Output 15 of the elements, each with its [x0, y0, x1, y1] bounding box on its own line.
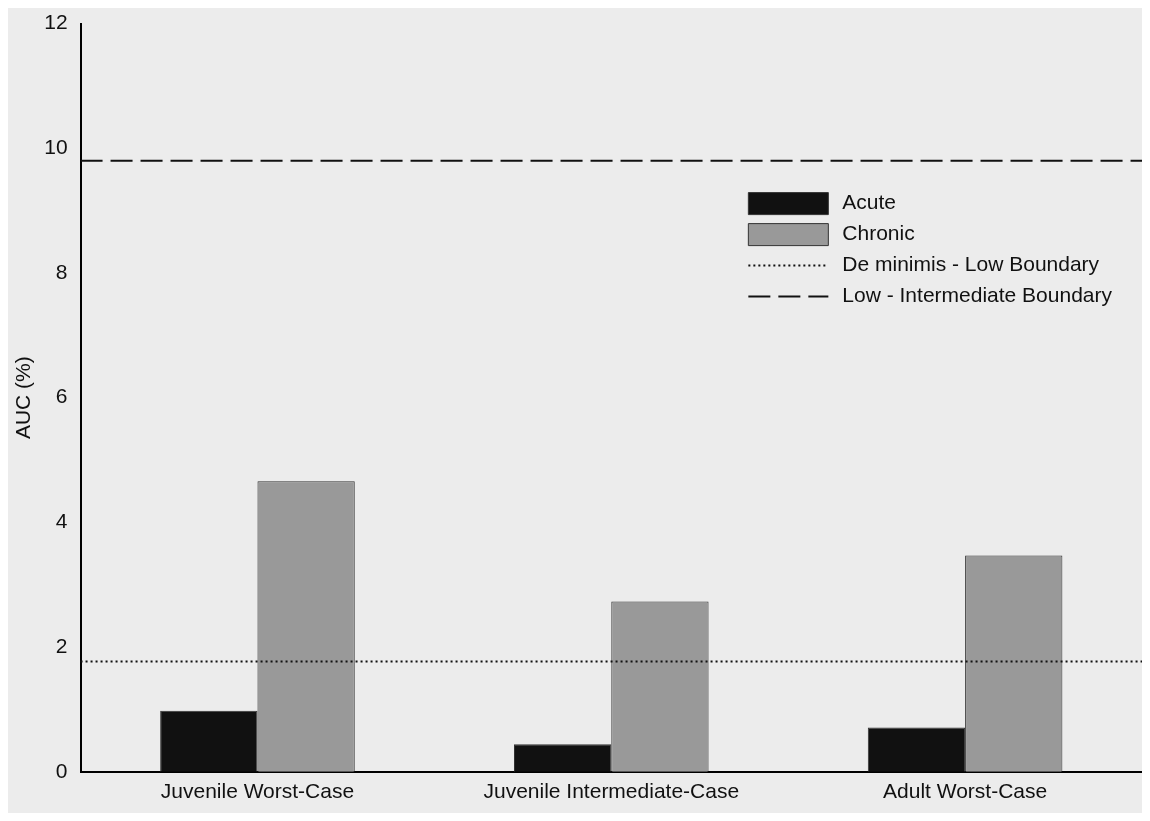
y-tick-label: 2: [55, 633, 68, 657]
x-tick-label: Juvenile Intermediate-Case: [483, 779, 740, 803]
y-tick-label: 0: [55, 758, 68, 782]
legend-label: De minimis - Low Boundary: [842, 252, 1100, 276]
x-tick-label: Juvenile Worst-Case: [160, 779, 355, 803]
y-tick-label: 12: [44, 10, 68, 34]
legend-label: Acute: [842, 190, 897, 214]
y-tick-label: 6: [55, 384, 68, 408]
legend-label: Chronic: [842, 221, 915, 245]
y-tick-label: 10: [44, 135, 68, 159]
legend-label: Low - Intermediate Boundary: [842, 283, 1113, 307]
x-tick-label: Adult Worst-Case: [883, 779, 1048, 803]
y-tick-label: 8: [55, 259, 68, 283]
y-tick-label: 4: [55, 509, 68, 533]
y-axis-title: AUC (%): [11, 356, 35, 440]
